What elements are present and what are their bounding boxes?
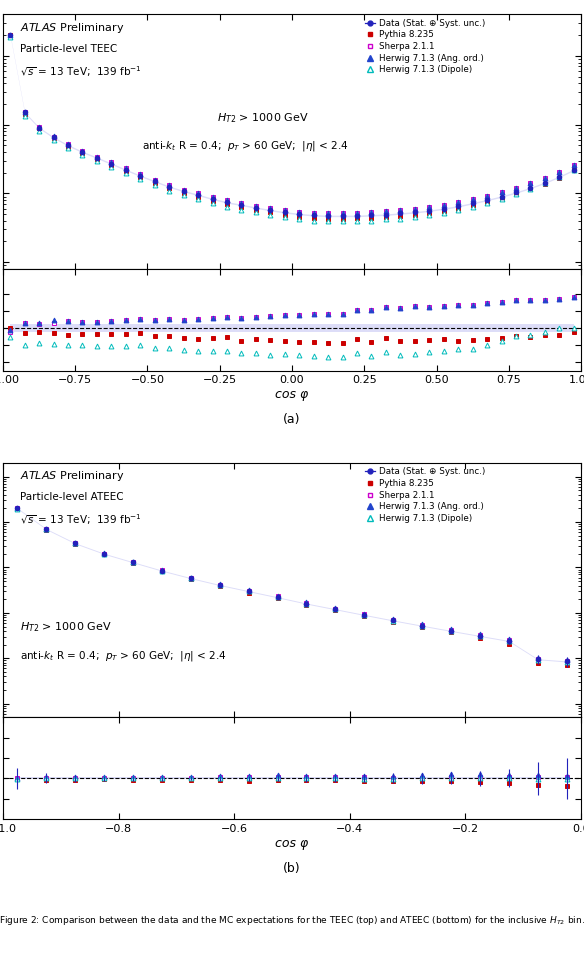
Text: Particle-level ATEEC: Particle-level ATEEC (20, 492, 124, 503)
Text: Particle-level TEEC: Particle-level TEEC (20, 43, 117, 54)
Text: Figure 2: Comparison between the data and the MC expectations for the TEEC (top): Figure 2: Comparison between the data an… (0, 914, 584, 927)
Text: (b): (b) (283, 862, 301, 874)
Text: $\sqrt{s}$ = 13 TeV;  139 fb$^{-1}$: $\sqrt{s}$ = 13 TeV; 139 fb$^{-1}$ (20, 65, 142, 79)
Legend: Data (Stat. ⊕ Syst. unc.), Pythia 8.235, Sherpa 2.1.1, Herwig 7.1.3 (Ang. ord.),: Data (Stat. ⊕ Syst. unc.), Pythia 8.235,… (365, 19, 485, 74)
Text: $\sqrt{s}$ = 13 TeV;  139 fb$^{-1}$: $\sqrt{s}$ = 13 TeV; 139 fb$^{-1}$ (20, 512, 142, 528)
Text: (a): (a) (283, 413, 301, 427)
X-axis label: cos φ: cos φ (276, 837, 308, 849)
Text: $\mathit{ATLAS}$ Preliminary: $\mathit{ATLAS}$ Preliminary (20, 21, 124, 35)
Text: anti-$k_t$ R = 0.4;  $p_T$ > 60 GeV;  $|\eta|$ < 2.4: anti-$k_t$ R = 0.4; $p_T$ > 60 GeV; $|\e… (142, 139, 349, 153)
Text: $\mathit{ATLAS}$ Preliminary: $\mathit{ATLAS}$ Preliminary (20, 469, 124, 483)
Text: $H_{T2}$ > 1000 GeV: $H_{T2}$ > 1000 GeV (217, 111, 308, 125)
X-axis label: cos φ: cos φ (276, 388, 308, 402)
Text: anti-$k_t$ R = 0.4;  $p_T$ > 60 GeV;  $|\eta|$ < 2.4: anti-$k_t$ R = 0.4; $p_T$ > 60 GeV; $|\e… (20, 649, 227, 663)
Legend: Data (Stat. ⊕ Syst. unc.), Pythia 8.235, Sherpa 2.1.1, Herwig 7.1.3 (Ang. ord.),: Data (Stat. ⊕ Syst. unc.), Pythia 8.235,… (365, 467, 485, 523)
Text: $H_{T2}$ > 1000 GeV: $H_{T2}$ > 1000 GeV (20, 621, 112, 635)
